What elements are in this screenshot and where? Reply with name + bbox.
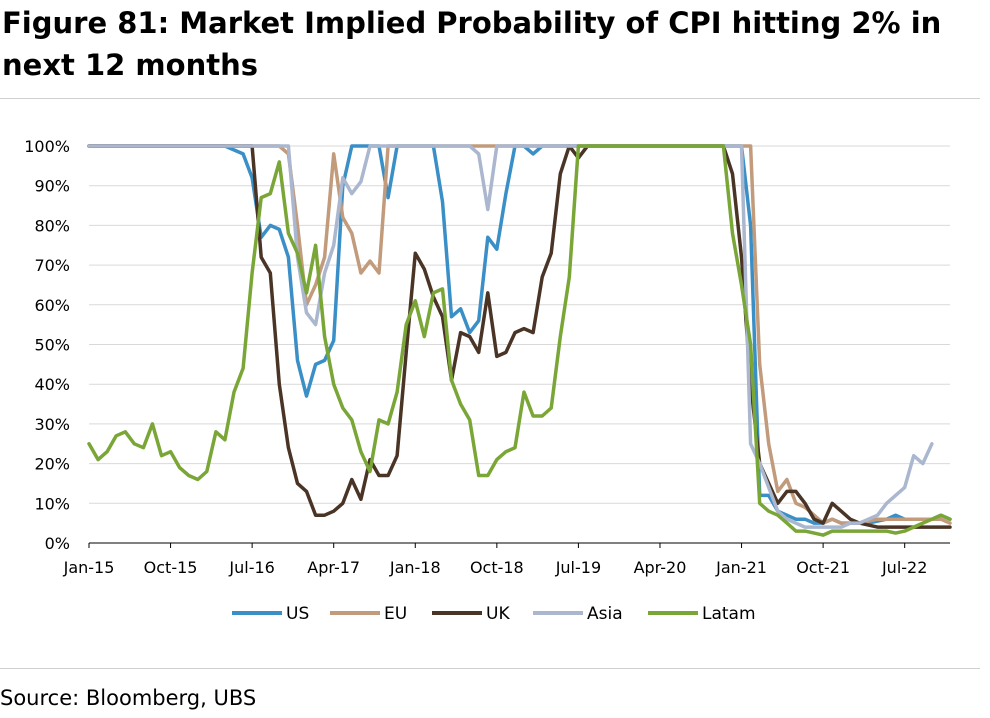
y-axis-ticks: 0% 10% 20% 30% 40% 50% 60% 70% 80% 90% 100% [24,137,70,553]
series-line-eu [87,144,952,525]
y-tick-label: 80% [34,216,70,235]
legend-label-latam: Latam [702,604,756,624]
y-tick-label: 0% [45,534,70,553]
y-tick-label: 70% [34,256,70,275]
chart-legend: US EU UK Asia Latam [232,604,756,624]
y-tick-label: 100% [24,137,70,156]
x-tick-label: Apr-17 [307,558,360,577]
x-tick-label: Jul-22 [881,558,927,577]
x-tick-label: Oct-21 [796,558,850,577]
y-tick-label: 20% [34,455,70,474]
x-tick-label: Jan-18 [389,558,441,577]
legend-label-asia: Asia [587,604,623,624]
x-tick-label: Apr-20 [634,558,687,577]
series-line-us [87,144,952,525]
legend-label-us: US [286,604,309,624]
figure-title: Figure 81: Market Implied Probability of… [2,6,942,82]
x-tick-label: Jul-16 [228,558,274,577]
x-tick-label: Oct-18 [470,558,524,577]
x-axis: Jan-15 Oct-15 Jul-16 Apr-17 Jan-18 Oct-18 Jul-… [63,542,950,577]
legend-label-eu: EU [384,604,407,624]
x-tick-label: Jan-21 [715,558,767,577]
series-line-latam [87,144,952,537]
y-tick-label: 50% [34,336,70,355]
x-tick-label: Jan-15 [63,558,115,577]
legend-label-uk: UK [486,604,510,624]
series-line-asia [87,144,934,529]
y-tick-label: 90% [34,177,70,196]
bottom-divider [0,668,980,669]
y-tick-label: 60% [34,296,70,315]
y-tick-label: 30% [34,415,70,434]
y-tick-label: 40% [34,375,70,394]
y-tick-label: 10% [34,494,70,513]
top-divider [0,98,980,99]
source-note: Source: Bloomberg, UBS [0,686,257,710]
x-tick-label: Jul-19 [555,558,601,577]
line-chart: 0% 10% 20% 30% 40% 50% 60% 70% 80% 90% 100% Jan-15… [24,137,952,624]
chart-gridlines [89,145,950,504]
series-line-uk [87,144,952,529]
chart-series [87,144,952,537]
x-tick-label: Oct-15 [144,558,198,577]
